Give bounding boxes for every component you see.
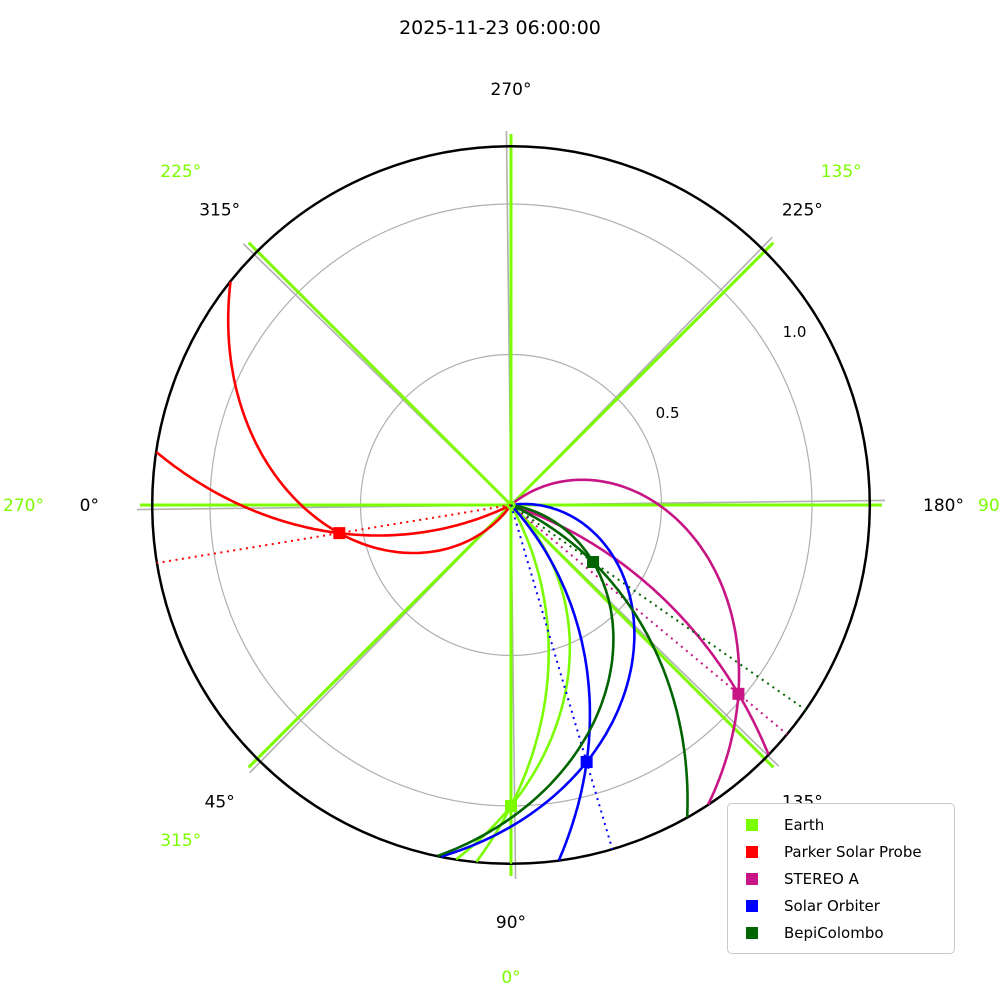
angle-label-black-90: 90°	[496, 913, 526, 933]
polar-spoke-green	[247, 503, 513, 769]
marker-parker-solar-probe	[333, 527, 346, 540]
parker-spiral-fast-stereo-a	[514, 505, 770, 755]
angle-label-black-225: 225°	[782, 201, 823, 221]
legend-row-stereo-a: STEREO A	[736, 865, 946, 892]
legend-swatch-earth	[746, 818, 758, 831]
marker-earth	[505, 800, 517, 812]
radial-dotted-line-bepicolombo	[510, 504, 807, 711]
legend-label: STEREO A	[784, 869, 859, 888]
parker-spiral-slow-parker-solar-probe	[226, 281, 510, 555]
angle-label-black-180: 180°	[923, 496, 964, 516]
angle-label-green-315: 315°	[160, 831, 201, 851]
polar-spoke-green	[509, 241, 775, 507]
angle-label-black-0: 0°	[80, 496, 99, 516]
radial-dotted-line-solar-orbiter	[510, 504, 614, 850]
legend-row-parker-solar-probe: Parker Solar Probe	[736, 838, 946, 865]
marker-solar-orbiter	[580, 755, 593, 768]
angle-label-green-0: 0°	[501, 968, 520, 988]
angle-label-green-135: 135°	[821, 162, 862, 182]
legend-swatch-bepicolombo	[746, 926, 758, 939]
legend-row-earth: Earth	[736, 811, 946, 838]
legend-row-solar-orbiter: Solar Orbiter	[736, 892, 946, 919]
marker-bepicolombo	[587, 556, 600, 569]
legend-swatch-solar-orbiter	[746, 899, 758, 912]
r-tick-label-0.5: 0.5	[656, 404, 680, 422]
polar-spoke-green	[509, 503, 775, 769]
legend-label: Solar Orbiter	[784, 896, 880, 915]
parker-spiral-slow-bepicolombo	[437, 504, 615, 858]
plot-title: 2025-11-23 06:00:00	[399, 17, 601, 39]
marker-stereo-a	[732, 687, 745, 700]
angle-label-black-45: 45°	[205, 792, 235, 812]
legend-label: Parker Solar Probe	[784, 842, 922, 861]
polar-spoke-green	[247, 241, 513, 507]
radial-dotted-line-parker-solar-probe	[156, 504, 512, 564]
r-tick-label-1: 1.0	[783, 323, 807, 341]
angle-label-green-90: 90°	[978, 496, 1000, 516]
parker-spiral-slow-stereo-a	[513, 478, 741, 805]
parker-spiral-fast-bepicolombo	[514, 505, 689, 818]
angle-label-green-270: 270°	[3, 496, 44, 516]
parker-spiral-fast-solar-orbiter	[513, 507, 592, 861]
parker-spiral-fast-parker-solar-probe	[155, 451, 508, 537]
angle-label-black-315: 315°	[199, 201, 240, 221]
angle-label-green-225: 225°	[160, 162, 201, 182]
legend-swatch-parker-solar-probe	[746, 845, 758, 858]
legend-swatch-stereo-a	[746, 872, 758, 885]
legend-label: Earth	[784, 815, 825, 834]
legend-row-bepicolombo: BepiColombo	[736, 919, 946, 946]
parker-spiral-slow-solar-orbiter	[440, 502, 636, 858]
radial-dotted-line-stereo-a	[510, 504, 788, 735]
legend-label: BepiColombo	[784, 923, 884, 942]
legend-box: Earth Parker Solar Probe STEREO A Solar Orb…	[727, 803, 955, 954]
angle-label-black-270: 270°	[491, 80, 532, 100]
